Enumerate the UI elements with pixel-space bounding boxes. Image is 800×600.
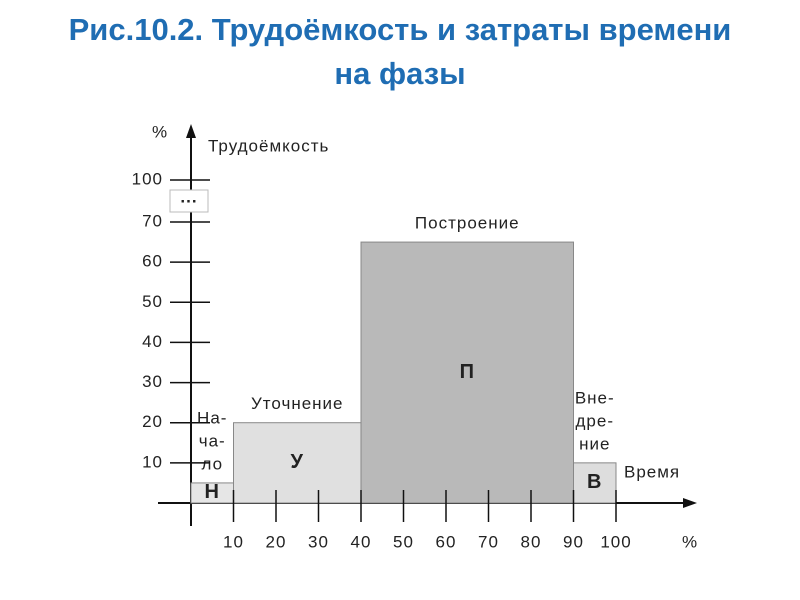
x-tick-label: 90 bbox=[563, 532, 584, 551]
x-label: Время bbox=[624, 462, 680, 481]
axis-break-label: ... bbox=[180, 187, 197, 206]
y-tick-label: 60 bbox=[142, 252, 163, 271]
x-tick-label: 10 bbox=[223, 532, 244, 551]
bar-letter: Н bbox=[205, 481, 220, 503]
x-arrow bbox=[683, 498, 697, 508]
bar bbox=[233, 422, 362, 504]
x-tick-label: 80 bbox=[521, 532, 542, 551]
x-tick-label: 20 bbox=[266, 532, 287, 551]
x-tick-label: 70 bbox=[478, 532, 499, 551]
axis-break bbox=[169, 189, 209, 213]
y-tick-label: 40 bbox=[142, 332, 163, 351]
bar-name: ние bbox=[579, 434, 610, 453]
bar-name: Уточнение bbox=[251, 394, 344, 413]
x-tick-label: 60 bbox=[436, 532, 457, 551]
bar-name: дре- bbox=[576, 411, 615, 430]
x-tick-label: 100 bbox=[600, 532, 631, 551]
y-tick-label: 20 bbox=[142, 412, 163, 431]
x-unit: % bbox=[682, 532, 698, 551]
y-tick-label: 10 bbox=[142, 452, 163, 471]
bar-name: На- bbox=[197, 408, 227, 427]
y-tick-label: 70 bbox=[142, 211, 163, 230]
y-label: Трудоёмкость bbox=[208, 136, 329, 155]
x-tick-label: 40 bbox=[351, 532, 372, 551]
x-tick-label: 30 bbox=[308, 532, 329, 551]
bar bbox=[573, 462, 617, 504]
y-tick-label: 100 bbox=[132, 169, 163, 188]
y-tick-label: 50 bbox=[142, 292, 163, 311]
y-arrow bbox=[186, 124, 196, 138]
bar-letter: У bbox=[291, 451, 304, 473]
bar-letter: В bbox=[587, 471, 602, 493]
bar-name: Построение bbox=[415, 214, 520, 233]
y-unit: % bbox=[152, 122, 168, 141]
chart-title: Рис.10.2. Трудоёмкость и затраты времени… bbox=[68, 12, 732, 91]
bar-name: ча- bbox=[199, 431, 226, 450]
bar-name: ло bbox=[201, 454, 223, 473]
x-tick-label: 50 bbox=[393, 532, 414, 551]
bar-letter: П bbox=[460, 361, 475, 383]
bar-name: Вне- bbox=[575, 388, 615, 407]
y-tick-label: 30 bbox=[142, 372, 163, 391]
bar bbox=[360, 241, 574, 504]
